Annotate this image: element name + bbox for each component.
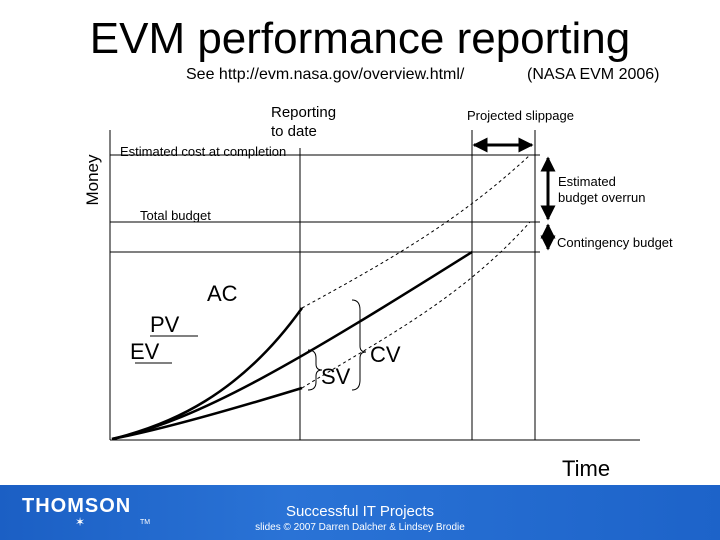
total-budget-label: Total budget bbox=[140, 208, 211, 223]
budget-overrun-label-2: budget overrun bbox=[558, 190, 645, 205]
sv-bracket bbox=[307, 349, 323, 391]
thomson-logo: THOMSON bbox=[22, 495, 132, 517]
reference-link[interactable]: See http://evm.nasa.gov/overview.html/ bbox=[186, 66, 465, 83]
contingency-label: Contingency budget bbox=[557, 235, 673, 250]
reporting-label-1: Reporting bbox=[271, 104, 336, 121]
reference-source: (NASA EVM 2006) bbox=[527, 66, 660, 83]
footer-bar: THOMSON ✶ TM Successful IT Projects slid… bbox=[0, 485, 720, 540]
star-icon: ✶ bbox=[75, 515, 86, 529]
pv-label: PV bbox=[150, 312, 180, 337]
cv-label: CV bbox=[370, 342, 401, 367]
budget-overrun-label-1: Estimated bbox=[558, 174, 616, 189]
estimated-cost-label: Estimated cost at completion bbox=[120, 144, 286, 159]
footer-credit: slides © 2007 Darren Dalcher & Lindsey B… bbox=[255, 522, 465, 533]
evm-diagram: Money Time Reporting to date Projected s… bbox=[83, 104, 673, 481]
pv-curve bbox=[111, 250, 473, 441]
reporting-label-2: to date bbox=[271, 123, 317, 140]
ac-forecast-curve bbox=[301, 154, 531, 309]
sv-label: SV bbox=[321, 364, 351, 389]
trademark-mark: TM bbox=[140, 519, 151, 526]
cv-bracket bbox=[351, 299, 367, 391]
footer-title: Successful IT Projects bbox=[285, 503, 435, 520]
x-axis-label: Time bbox=[562, 456, 610, 481]
ev-label: EV bbox=[130, 339, 160, 364]
ac-curve bbox=[111, 307, 304, 441]
page-title: EVM performance reporting bbox=[89, 14, 631, 63]
ev-curve bbox=[111, 386, 303, 441]
projected-slippage-label: Projected slippage bbox=[467, 108, 574, 123]
y-axis-label: Money bbox=[83, 154, 102, 206]
ac-label: AC bbox=[207, 281, 238, 306]
